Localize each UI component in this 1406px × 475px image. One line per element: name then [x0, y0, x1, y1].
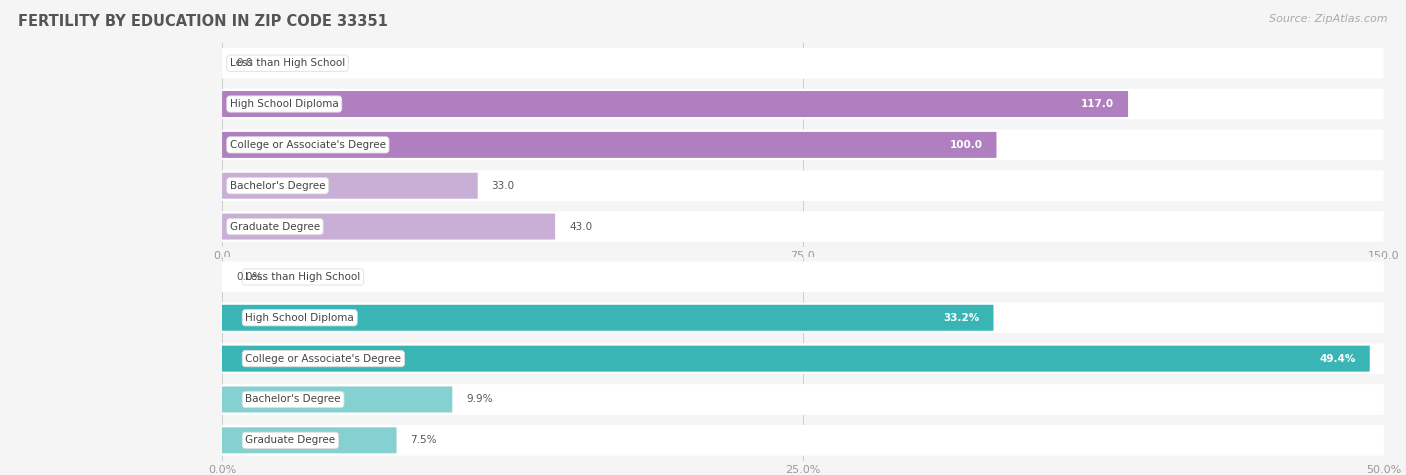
- FancyBboxPatch shape: [222, 214, 555, 239]
- Text: 0.0%: 0.0%: [236, 272, 263, 282]
- Text: 49.4%: 49.4%: [1319, 353, 1355, 364]
- FancyBboxPatch shape: [222, 384, 1384, 415]
- Text: Bachelor's Degree: Bachelor's Degree: [231, 180, 325, 191]
- FancyBboxPatch shape: [222, 48, 1384, 78]
- Text: 0.0: 0.0: [236, 58, 253, 68]
- Text: High School Diploma: High School Diploma: [246, 313, 354, 323]
- Text: Graduate Degree: Graduate Degree: [246, 435, 336, 446]
- Text: High School Diploma: High School Diploma: [231, 99, 339, 109]
- Text: 117.0: 117.0: [1081, 99, 1114, 109]
- Text: College or Associate's Degree: College or Associate's Degree: [231, 140, 385, 150]
- FancyBboxPatch shape: [222, 89, 1384, 119]
- Text: 9.9%: 9.9%: [465, 394, 492, 405]
- FancyBboxPatch shape: [222, 91, 1128, 117]
- Text: 43.0: 43.0: [569, 221, 592, 232]
- FancyBboxPatch shape: [222, 130, 1384, 160]
- FancyBboxPatch shape: [222, 132, 997, 158]
- Text: Graduate Degree: Graduate Degree: [231, 221, 321, 232]
- Text: 33.0: 33.0: [492, 180, 515, 191]
- Text: Less than High School: Less than High School: [246, 272, 360, 282]
- FancyBboxPatch shape: [222, 343, 1384, 374]
- Text: 33.2%: 33.2%: [943, 313, 980, 323]
- FancyBboxPatch shape: [222, 171, 1384, 201]
- FancyBboxPatch shape: [222, 425, 1384, 456]
- Text: Bachelor's Degree: Bachelor's Degree: [246, 394, 340, 405]
- Text: College or Associate's Degree: College or Associate's Degree: [246, 353, 401, 364]
- Text: 7.5%: 7.5%: [411, 435, 437, 446]
- FancyBboxPatch shape: [222, 387, 453, 412]
- Text: 100.0: 100.0: [949, 140, 983, 150]
- Text: FERTILITY BY EDUCATION IN ZIP CODE 33351: FERTILITY BY EDUCATION IN ZIP CODE 33351: [18, 14, 388, 29]
- FancyBboxPatch shape: [222, 211, 1384, 242]
- FancyBboxPatch shape: [222, 305, 994, 331]
- FancyBboxPatch shape: [222, 173, 478, 199]
- FancyBboxPatch shape: [222, 262, 1384, 292]
- FancyBboxPatch shape: [222, 428, 396, 453]
- Text: Less than High School: Less than High School: [231, 58, 344, 68]
- FancyBboxPatch shape: [222, 346, 1369, 371]
- FancyBboxPatch shape: [222, 303, 1384, 333]
- Text: Source: ZipAtlas.com: Source: ZipAtlas.com: [1270, 14, 1388, 24]
